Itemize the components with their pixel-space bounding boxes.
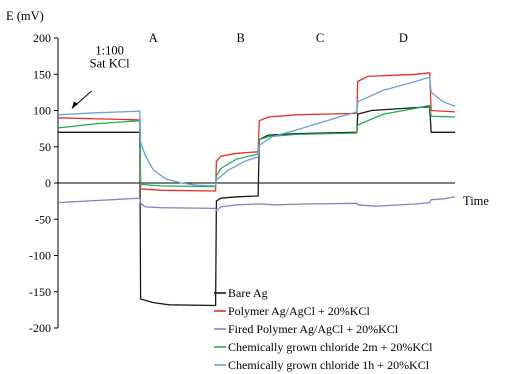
y-tick-label: 200 <box>33 31 51 45</box>
legend: Bare Ag Polymer Ag/AgCl + 20%KCl Fired Pol… <box>214 286 433 372</box>
annotation-arrow-head <box>71 101 78 109</box>
y-tick-label: 0 <box>45 176 51 190</box>
legend-label-4: Chemically grown chloride 2m + 20%KCl <box>228 340 433 354</box>
series-line-4 <box>57 104 456 188</box>
series-line-5 <box>57 76 456 187</box>
annotation-label: C <box>316 31 324 45</box>
annotation-label: B <box>236 31 244 45</box>
series-layer <box>57 72 456 307</box>
legend-label-2: Polymer Ag/AgCl + 20%KCl <box>228 304 370 318</box>
axes: -200 -150 -100 -50 0 50 100 150 200 E (mV) Time <box>6 9 489 335</box>
y-tick-label: 100 <box>33 104 51 118</box>
annotation-label: 1:100 <box>95 43 123 57</box>
annotation-label: A <box>149 31 158 45</box>
series-line-1 <box>58 106 455 307</box>
legend-label-3: Fired Polymer Ag/AgCl + 20%KCl <box>228 322 399 336</box>
annotation-label: D <box>399 31 408 45</box>
x-axis-title: Time <box>463 194 489 208</box>
y-tick-label: -150 <box>29 285 51 299</box>
y-tick-label: -100 <box>29 249 51 263</box>
legend-label-1: Bare Ag <box>228 286 268 300</box>
annotation-label: Sat KCl <box>90 56 130 70</box>
y-tick-label: 150 <box>33 67 51 81</box>
series-line-2 <box>57 72 456 192</box>
series-line-3 <box>57 196 456 212</box>
y-tick-label: -200 <box>29 321 51 335</box>
y-axis-title: E (mV) <box>6 9 44 23</box>
legend-label-5: Chemically grown chloride 1h + 20%KCl <box>228 358 430 372</box>
y-tick-label: -50 <box>35 212 51 226</box>
y-tick-label: 50 <box>39 140 51 154</box>
